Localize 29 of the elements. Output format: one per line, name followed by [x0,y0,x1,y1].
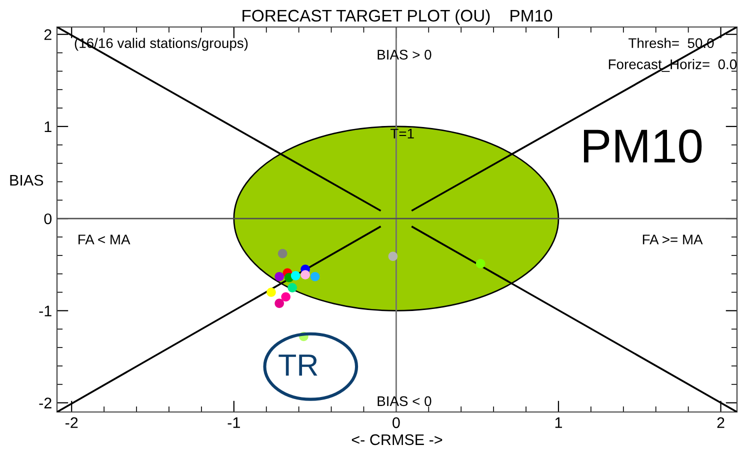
point [278,248,288,258]
y-tick-label: 2 [44,29,52,40]
x-tick-label: 2 [717,417,724,428]
point [310,272,320,282]
annotation: PM10 [584,129,702,163]
y-tick-label: 1 [44,122,52,132]
annotation: FA < MA [78,234,130,244]
x-axis-title: <- CRMSE -> [352,434,442,446]
y-tick-label: 0 [44,213,52,224]
point [274,298,284,308]
point [476,259,486,268]
annotation: FA >= MA [642,234,703,244]
point [281,292,290,302]
point [388,252,398,261]
x-tick-label: 1 [555,417,562,428]
chart-title: FORECAST TARGET PLOT (OU) PM10 [242,9,552,25]
x-tick-label: 0 [392,417,400,428]
point [300,270,310,280]
y-tick-label: -1 [39,306,52,316]
x-tick-label: -2 [65,417,78,428]
point [288,283,297,292]
annotation: T=1 [390,128,414,138]
point [290,271,300,280]
annotation: TR [278,354,318,376]
point [266,288,276,297]
y-tick-label: -2 [39,398,52,408]
x-tick-label: -1 [228,417,240,428]
point [274,272,284,282]
y-axis-title: BIAS [10,174,44,186]
